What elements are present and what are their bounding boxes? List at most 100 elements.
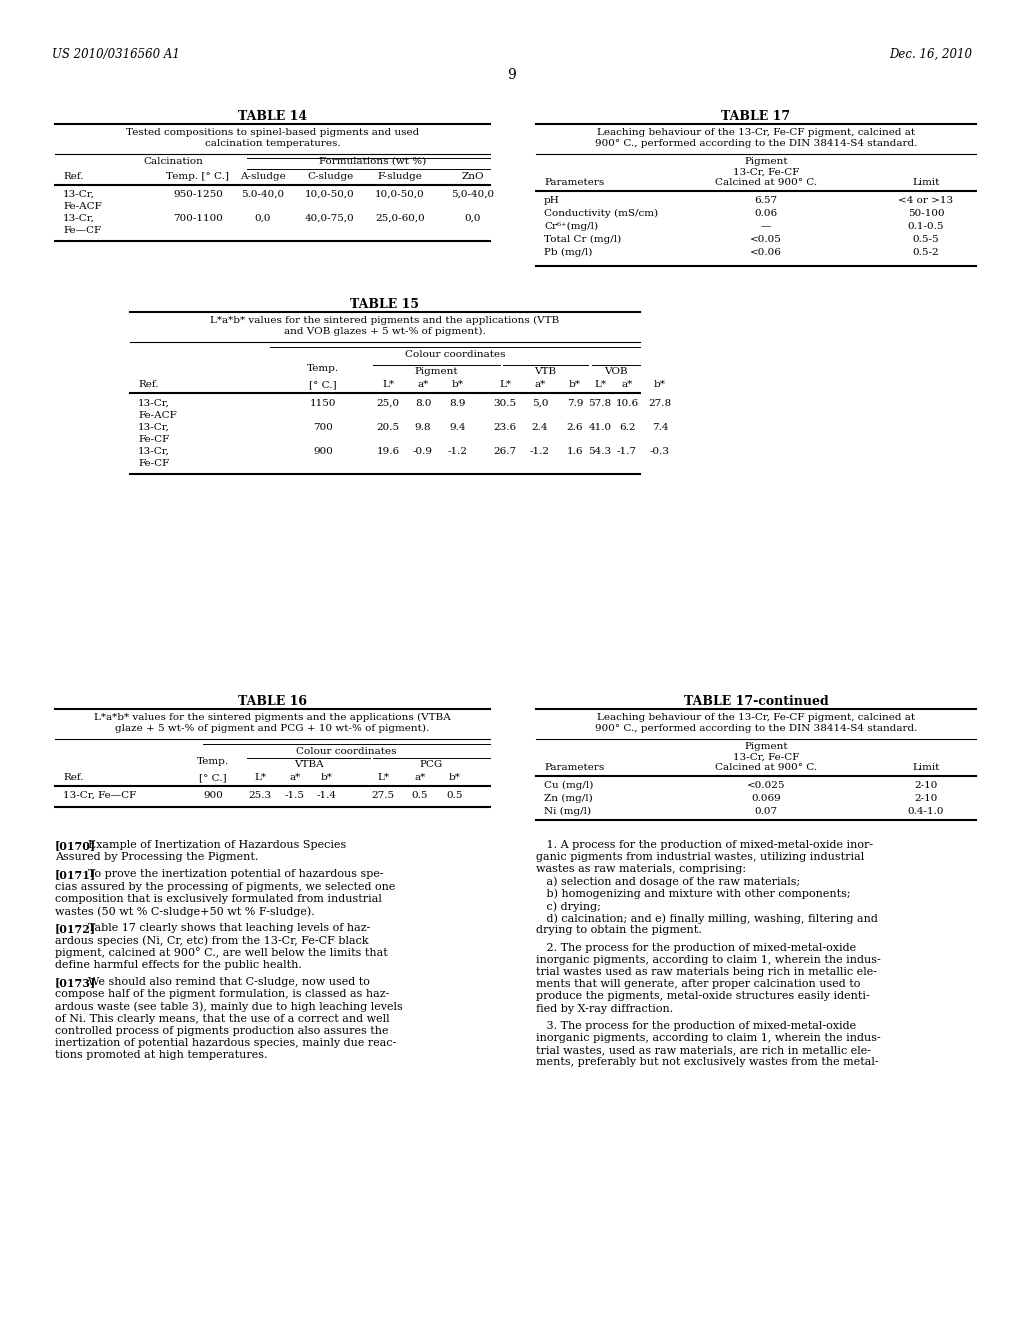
Text: 1.6: 1.6 [566, 447, 584, 455]
Text: 9: 9 [508, 69, 516, 82]
Text: 0,0: 0,0 [465, 214, 481, 223]
Text: Pigment: Pigment [415, 367, 459, 376]
Text: produce the pigments, metal-oxide structures easily identi-: produce the pigments, metal-oxide struct… [536, 991, 869, 1002]
Text: 2.4: 2.4 [531, 422, 548, 432]
Text: ganic pigments from industrial wastes, utilizing industrial: ganic pigments from industrial wastes, u… [536, 853, 864, 862]
Text: TABLE 17-continued: TABLE 17-continued [684, 696, 828, 708]
Text: Fe—CF: Fe—CF [63, 226, 101, 235]
Text: Ref.: Ref. [63, 172, 84, 181]
Text: inorganic pigments, according to claim 1, wherein the indus-: inorganic pigments, according to claim 1… [536, 1034, 881, 1043]
Text: TABLE 16: TABLE 16 [238, 696, 307, 708]
Text: Limit: Limit [912, 763, 940, 772]
Text: TABLE 17: TABLE 17 [722, 110, 791, 123]
Text: trial wastes, used as raw materials, are rich in metallic ele-: trial wastes, used as raw materials, are… [536, 1045, 871, 1055]
Text: -1.2: -1.2 [530, 447, 550, 455]
Text: b*: b* [654, 380, 666, 389]
Text: L*: L* [594, 380, 606, 389]
Text: 5,0-40,0: 5,0-40,0 [452, 190, 495, 199]
Text: 13-Cr, Fe—CF: 13-Cr, Fe—CF [63, 791, 136, 800]
Text: 13-Cr, Fe-CF: 13-Cr, Fe-CF [733, 168, 799, 177]
Text: Parameters: Parameters [544, 178, 604, 187]
Text: Example of Inertization of Hazardous Species: Example of Inertization of Hazardous Spe… [88, 840, 346, 850]
Text: 27.5: 27.5 [372, 791, 394, 800]
Text: 19.6: 19.6 [377, 447, 399, 455]
Text: 0.07: 0.07 [755, 807, 777, 816]
Text: 54.3: 54.3 [589, 447, 611, 455]
Text: ardous waste (see table 3), mainly due to high leaching levels: ardous waste (see table 3), mainly due t… [55, 1002, 402, 1012]
Text: ardous species (Ni, Cr, etc) from the 13-Cr, Fe-CF black: ardous species (Ni, Cr, etc) from the 13… [55, 936, 369, 946]
Text: [0170]: [0170] [55, 840, 96, 851]
Text: 10,0-50,0: 10,0-50,0 [375, 190, 425, 199]
Text: -0.3: -0.3 [650, 447, 670, 455]
Text: fied by X-ray diffraction.: fied by X-ray diffraction. [536, 1003, 673, 1014]
Text: 40,0-75,0: 40,0-75,0 [305, 214, 355, 223]
Text: a) selection and dosage of the raw materials;: a) selection and dosage of the raw mater… [536, 876, 800, 887]
Text: 9.4: 9.4 [450, 422, 466, 432]
Text: 6.57: 6.57 [755, 195, 777, 205]
Text: VTBA: VTBA [294, 760, 324, 770]
Text: 3. The process for the production of mixed-metal-oxide: 3. The process for the production of mix… [536, 1020, 856, 1031]
Text: Temp.: Temp. [197, 756, 229, 766]
Text: calcination temperatures.: calcination temperatures. [205, 139, 340, 148]
Text: <0.025: <0.025 [746, 781, 785, 789]
Text: 6.2: 6.2 [618, 422, 635, 432]
Text: a*: a* [415, 774, 426, 781]
Text: pH: pH [544, 195, 560, 205]
Text: wastes (50 wt % C-sludge+50 wt % F-sludge).: wastes (50 wt % C-sludge+50 wt % F-sludg… [55, 906, 314, 916]
Text: 0.4-1.0: 0.4-1.0 [907, 807, 944, 816]
Text: ZnO: ZnO [462, 172, 484, 181]
Text: b*: b* [452, 380, 464, 389]
Text: d) calcination; and e) finally milling, washing, filtering and: d) calcination; and e) finally milling, … [536, 913, 878, 924]
Text: 5.0-40,0: 5.0-40,0 [242, 190, 285, 199]
Text: <4 or >13: <4 or >13 [898, 195, 953, 205]
Text: Temp.: Temp. [307, 364, 339, 374]
Text: b*: b* [569, 380, 581, 389]
Text: controlled process of pigments production also assures the: controlled process of pigments productio… [55, 1026, 388, 1036]
Text: 700: 700 [313, 422, 333, 432]
Text: b*: b* [450, 774, 461, 781]
Text: Temp. [° C.]: Temp. [° C.] [167, 172, 229, 181]
Text: Cu (mg/l): Cu (mg/l) [544, 781, 593, 791]
Text: VTB: VTB [535, 367, 557, 376]
Text: -1.2: -1.2 [449, 447, 468, 455]
Text: L*: L* [254, 774, 266, 781]
Text: Fe-ACF: Fe-ACF [138, 411, 177, 420]
Text: ments that will generate, after proper calcination used to: ments that will generate, after proper c… [536, 979, 860, 989]
Text: 8.9: 8.9 [450, 399, 466, 408]
Text: drying to obtain the pigment.: drying to obtain the pigment. [536, 925, 701, 936]
Text: inertization of potential hazardous species, mainly due reac-: inertization of potential hazardous spec… [55, 1038, 396, 1048]
Text: Ref.: Ref. [63, 774, 84, 781]
Text: Dec. 16, 2010: Dec. 16, 2010 [889, 48, 972, 61]
Text: 23.6: 23.6 [494, 422, 516, 432]
Text: pigment, calcined at 900° C., are well below the limits that: pigment, calcined at 900° C., are well b… [55, 948, 388, 958]
Text: Table 17 clearly shows that leaching levels of haz-: Table 17 clearly shows that leaching lev… [88, 923, 371, 933]
Text: Leaching behaviour of the 13-Cr, Fe-CF pigment, calcined at: Leaching behaviour of the 13-Cr, Fe-CF p… [597, 713, 915, 722]
Text: 0.069: 0.069 [752, 795, 781, 803]
Text: 13-Cr,: 13-Cr, [63, 214, 95, 223]
Text: [0171]: [0171] [55, 870, 96, 880]
Text: C-sludge: C-sludge [307, 172, 353, 181]
Text: 8.0: 8.0 [415, 399, 431, 408]
Text: 0.06: 0.06 [755, 209, 777, 218]
Text: 20.5: 20.5 [377, 422, 399, 432]
Text: 900° C., performed according to the DIN 38414-S4 standard.: 900° C., performed according to the DIN … [595, 723, 918, 733]
Text: 1150: 1150 [309, 399, 336, 408]
Text: Fe-CF: Fe-CF [138, 459, 169, 469]
Text: 2-10: 2-10 [914, 795, 938, 803]
Text: Colour coordinates: Colour coordinates [404, 350, 505, 359]
Text: Fe-ACF: Fe-ACF [63, 202, 101, 211]
Text: Ni (mg/l): Ni (mg/l) [544, 807, 591, 816]
Text: 25.3: 25.3 [249, 791, 271, 800]
Text: 13-Cr,: 13-Cr, [63, 190, 95, 199]
Text: 7.4: 7.4 [651, 422, 669, 432]
Text: Calcined at 900° C.: Calcined at 900° C. [715, 178, 817, 187]
Text: Calcined at 900° C.: Calcined at 900° C. [715, 763, 817, 772]
Text: 50-100: 50-100 [907, 209, 944, 218]
Text: tions promoted at high temperatures.: tions promoted at high temperatures. [55, 1051, 267, 1060]
Text: Ref.: Ref. [138, 380, 159, 389]
Text: Leaching behaviour of the 13-Cr, Fe-CF pigment, calcined at: Leaching behaviour of the 13-Cr, Fe-CF p… [597, 128, 915, 137]
Text: L*: L* [377, 774, 389, 781]
Text: 900: 900 [313, 447, 333, 455]
Text: inorganic pigments, according to claim 1, wherein the indus-: inorganic pigments, according to claim 1… [536, 954, 881, 965]
Text: Pb (mg/l): Pb (mg/l) [544, 248, 592, 257]
